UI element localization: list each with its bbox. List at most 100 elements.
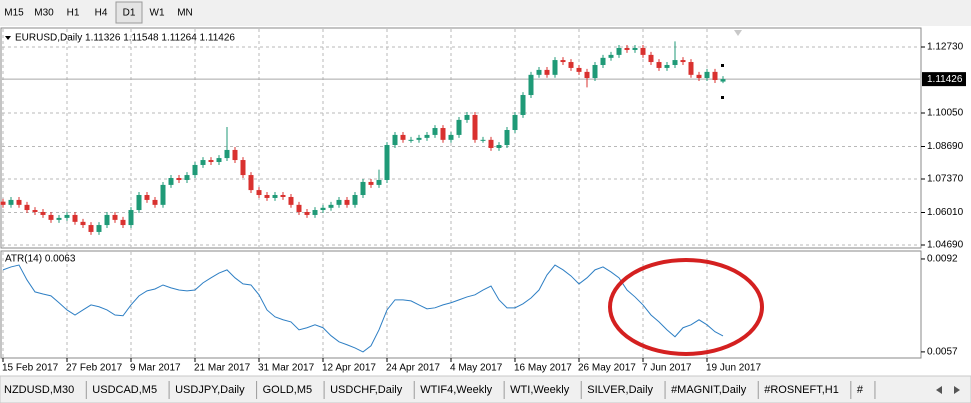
candle-body [400, 134, 406, 140]
indicator-title: ATR(14) 0.0063 [5, 254, 76, 265]
candle-body [392, 134, 398, 146]
tab-label: #MAGNIT,Daily [671, 384, 747, 396]
candle-body [184, 175, 190, 180]
candle-body [504, 129, 510, 146]
plot [0, 41, 726, 353]
candle-body [656, 62, 662, 68]
button-face [144, 2, 170, 23]
candle-body [632, 47, 638, 50]
candle-body [56, 217, 62, 220]
candle-body [272, 195, 278, 198]
candle-body [80, 221, 86, 226]
candle-body [584, 71, 590, 79]
candle-body [512, 114, 518, 130]
candle-body [464, 114, 470, 120]
symbol-tab[interactable]: USDCAD,M5 [92, 381, 170, 399]
candle-body [120, 219, 126, 226]
timeframe-button[interactable]: H1 [60, 2, 86, 23]
candle-body [192, 164, 198, 176]
candle-body [136, 195, 142, 211]
tab-label: #ROSNEFT,H1 [764, 384, 839, 396]
candle-body [664, 64, 670, 68]
x-tick-label: 21 Mar 2017 [194, 363, 251, 374]
marker [721, 64, 724, 67]
x-tick-label: 15 Feb 2017 [2, 363, 59, 374]
symbol-tab[interactable]: GOLD,M5 [263, 381, 325, 399]
y-tick-label: 1.04690 [927, 240, 964, 251]
timeframe-button[interactable]: MN [172, 2, 198, 23]
candle-body [424, 134, 430, 138]
symbol-tab[interactable]: WTIF4,Weekly [420, 381, 505, 399]
tab-label: # [857, 384, 864, 396]
main-pane [0, 27, 922, 249]
button-face [88, 2, 114, 23]
symbol-tab[interactable]: # [857, 381, 876, 399]
button-face [115, 1, 143, 24]
candle-body [488, 139, 494, 148]
pane-arrow [5, 36, 11, 40]
candle-body [32, 210, 38, 212]
symbol-tab[interactable]: WTI,Weekly [510, 381, 582, 399]
button-label: M30 [34, 8, 54, 19]
candle-body [648, 54, 654, 63]
symbol-tab[interactable]: USDJPY,Daily [175, 381, 258, 399]
button-label: H4 [95, 8, 108, 19]
y-tick-label: 1.12730 [927, 42, 964, 53]
x-tick-label: 19 Jun 2017 [706, 363, 761, 374]
symbol-tab[interactable]: USDCHF,Daily [330, 381, 415, 399]
timeframe-button[interactable]: W1 [144, 2, 170, 23]
candle-body [640, 47, 646, 55]
candle-body [248, 175, 254, 191]
candle-body [256, 190, 262, 196]
grid: 1.12730 1.10050 1.08690 1.07370 1.06010 1.046… [2, 29, 966, 374]
candle-body [528, 74, 534, 96]
x-tick-label: 31 Mar 2017 [258, 363, 315, 374]
timeframe-button[interactable]: M15 [0, 2, 28, 23]
candle-body [416, 137, 422, 140]
tab-label: SILVER,Daily [587, 384, 653, 396]
tab-label: WTI,Weekly [510, 384, 570, 396]
button-face [60, 2, 86, 23]
candle-body [552, 60, 558, 75]
candle-body [144, 195, 150, 200]
atr-pane [0, 250, 922, 359]
candle-body [208, 160, 214, 163]
tab-scroll-right[interactable] [954, 386, 960, 394]
button-label: H1 [67, 8, 80, 19]
candle-body [168, 178, 174, 185]
timeframe-button[interactable]: M30 [30, 2, 58, 23]
candle-body [592, 64, 598, 79]
candle-body [328, 204, 334, 208]
candle-body [288, 196, 294, 205]
y-tick-label: 1.08690 [927, 141, 964, 152]
symbol-tab[interactable]: SILVER,Daily [587, 381, 666, 399]
candle-body [600, 57, 606, 65]
candle-body [40, 211, 46, 215]
candle-body [704, 71, 710, 79]
tab-scroll-left[interactable] [936, 386, 942, 394]
button-label: MN [177, 8, 193, 19]
candle-body [240, 160, 246, 176]
symbol-tab[interactable]: #MAGNIT,Daily [671, 381, 759, 399]
candle-body [624, 47, 630, 50]
candle-body [472, 114, 478, 140]
candle-body [8, 199, 14, 205]
candle-body [720, 79, 726, 82]
candle-body [672, 60, 678, 65]
candle-body [344, 199, 350, 205]
button-label: W1 [150, 8, 165, 19]
symbol-tab[interactable]: #ROSNEFT,H1 [764, 381, 852, 399]
timeframe-button[interactable]: D1 [115, 1, 143, 24]
candle-body [160, 184, 166, 205]
x-tick-label: 12 Apr 2017 [322, 363, 376, 374]
symbol-tab[interactable]: NZDUSD,M30 [4, 381, 87, 399]
tab-label: USDJPY,Daily [175, 384, 245, 396]
candle-body [448, 134, 454, 140]
candle-body [480, 139, 486, 141]
candle-body [304, 211, 310, 215]
candle-body [296, 204, 302, 212]
candle-body [312, 210, 318, 215]
timeframe-button[interactable]: H4 [88, 2, 114, 23]
candle-body [432, 128, 438, 135]
x-tick-label: 7 Jun 2017 [642, 363, 692, 374]
